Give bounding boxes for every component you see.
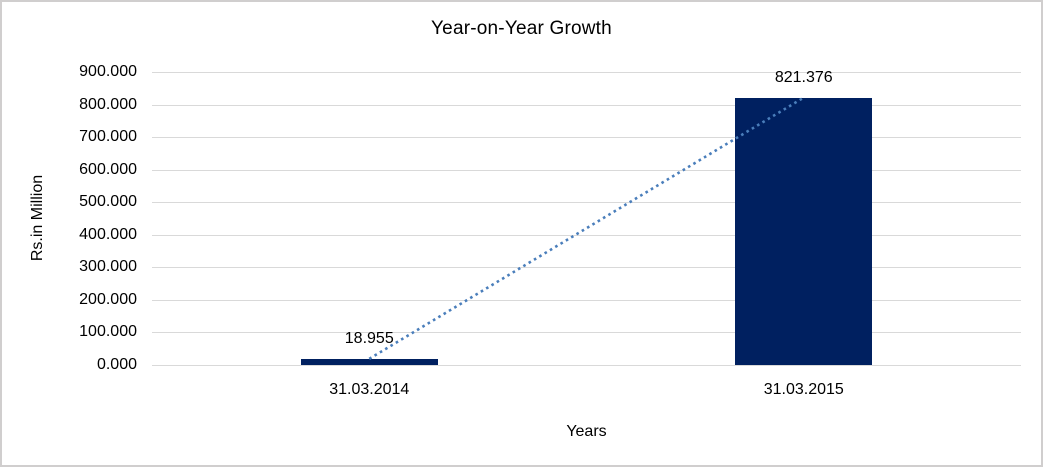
y-tick-label: 700.000 [79, 128, 137, 146]
plot-area: 18.955 821.376 [152, 68, 1021, 366]
y-tick-label: 600.000 [79, 160, 137, 178]
x-tick-label: 31.03.2015 [763, 381, 844, 398]
gridline [152, 169, 1021, 171]
y-tick-label: 100.000 [79, 323, 137, 341]
y-tick-label: 800.000 [79, 95, 137, 113]
y-tick-label: 200.000 [79, 290, 137, 308]
x-tick-label: 31.03.2014 [329, 381, 410, 398]
gridline [152, 202, 1021, 204]
bar-31.03.2015 [735, 97, 873, 365]
gridline [152, 234, 1021, 236]
trend-line [368, 96, 805, 360]
gridline [152, 104, 1021, 106]
gridline [152, 299, 1021, 301]
gridline [152, 267, 1021, 269]
trend-polyline [368, 96, 805, 360]
x-axis-title: Years [566, 423, 607, 440]
y-tick-label: 900.000 [79, 63, 137, 80]
bar-31.03.2014 [300, 358, 438, 365]
y-axis-title: Rs.in Million [29, 174, 46, 262]
y-tick-label: 300.000 [79, 258, 137, 276]
data-label: 821.376 [774, 68, 833, 86]
gridline [152, 365, 1021, 366]
data-label: 18.955 [344, 329, 394, 347]
y-tick-label: 400.000 [79, 225, 137, 243]
y-tick-label: 0.000 [96, 356, 137, 373]
gridline [152, 137, 1021, 139]
gridline [152, 72, 1021, 73]
y-tick-label: 500.000 [79, 193, 137, 211]
gridline [152, 332, 1021, 334]
chart-title: Year-on-Year Growth [431, 18, 612, 39]
